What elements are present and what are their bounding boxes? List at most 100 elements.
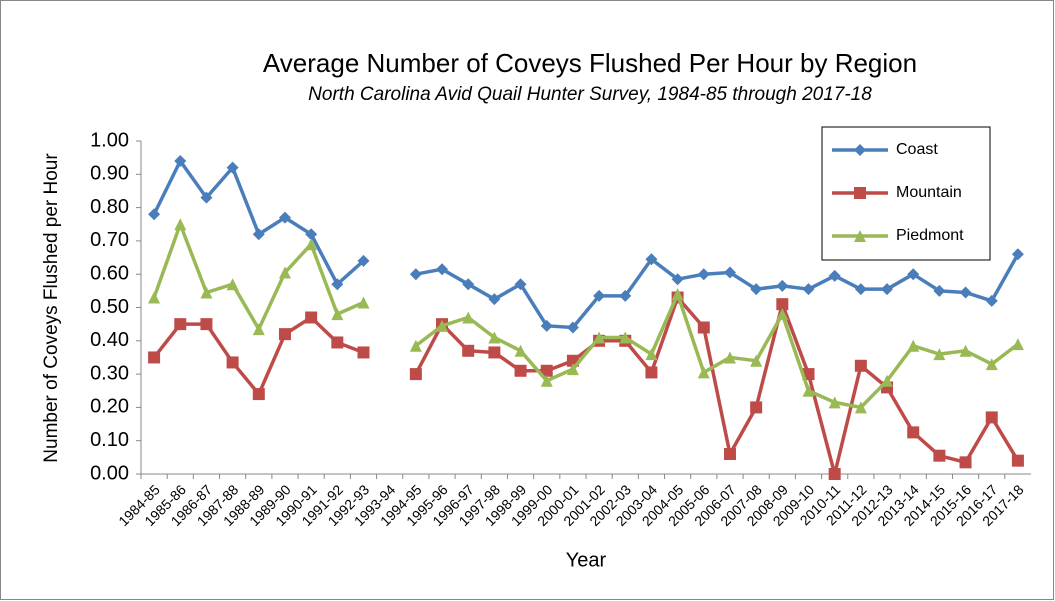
marker [1011,338,1024,351]
marker [331,278,344,291]
marker [331,336,344,349]
marker [514,278,527,291]
marker [933,449,946,462]
marker [1011,454,1024,467]
marker [514,344,527,357]
marker [645,348,658,361]
y-tick-label: 0.90 [90,163,129,185]
y-tick-label: 0.60 [90,262,129,284]
legend-marker [854,144,866,156]
y-tick-label: 0.30 [90,362,129,384]
y-tick-label: 0.70 [90,229,129,251]
y-axis-label: Number of Coveys Flushed per Hour [41,153,62,463]
marker [252,388,265,401]
marker [723,351,736,364]
marker [723,448,736,461]
marker [907,339,920,352]
marker [566,321,579,334]
marker [278,328,291,341]
marker [278,211,291,224]
marker [409,339,422,352]
marker [828,269,841,282]
marker [750,283,763,296]
marker [985,294,998,307]
marker [462,344,475,357]
marker [985,411,998,424]
marker [462,311,475,324]
marker [671,273,684,286]
marker [645,366,658,379]
chart-subtitle: North Carolina Avid Quail Hunter Survey,… [308,84,872,105]
marker [174,154,187,167]
marker [907,426,920,439]
y-tick-label: 0.10 [90,429,129,451]
marker [200,286,213,299]
marker [174,218,187,231]
y-tick-label: 0.50 [90,296,129,318]
marker [854,359,867,372]
marker [409,368,422,381]
marker [776,308,789,321]
marker [933,284,946,297]
marker [357,296,370,309]
marker [697,366,710,379]
marker [488,346,501,359]
marker [540,374,553,387]
marker [252,228,265,241]
x-axis-label: Year [566,549,607,571]
marker [462,278,475,291]
marker [881,283,894,296]
marker [488,293,501,306]
y-tick-label: 0.00 [90,462,129,484]
legend-label: Piedmont [896,227,964,244]
marker [305,311,318,324]
marker [697,321,710,334]
marker [645,253,658,266]
marker [959,456,972,469]
marker [828,468,841,480]
marker [148,291,161,304]
marker [593,331,606,344]
marker [305,228,318,241]
legend-marker [854,230,866,242]
marker [985,358,998,371]
marker [933,348,946,361]
marker [226,278,239,291]
marker [226,356,239,369]
legend-label: Coast [896,141,938,158]
marker [540,319,553,332]
marker [593,289,606,302]
marker [959,286,972,299]
chart-title: Average Number of Coveys Flushed Per Hou… [263,48,917,78]
marker [671,288,684,301]
marker [619,331,632,344]
marker [1011,248,1024,261]
marker [907,268,920,281]
marker [881,374,894,387]
y-tick-label: 0.20 [90,396,129,418]
marker [278,266,291,279]
marker [252,323,265,336]
marker [436,263,449,276]
marker [540,364,553,377]
legend-marker [854,187,866,199]
marker [305,238,318,251]
marker [959,344,972,357]
marker [148,351,161,364]
marker [750,354,763,367]
marker [488,331,501,344]
marker [357,346,370,359]
y-tick-label: 1.00 [90,129,129,151]
marker [200,318,213,331]
marker [619,289,632,302]
marker [200,191,213,204]
marker [409,268,422,281]
marker [226,161,239,174]
marker [802,384,815,397]
marker [436,319,449,332]
legend-label: Mountain [896,184,962,201]
marker [723,266,736,279]
marker [697,268,710,281]
